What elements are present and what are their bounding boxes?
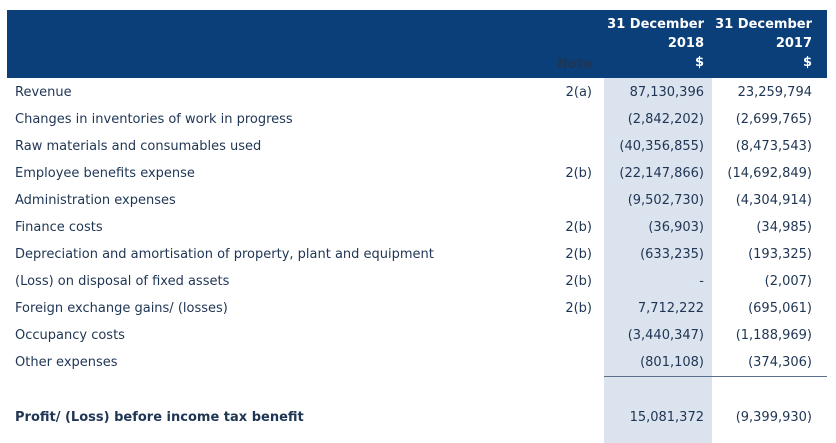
row-label: Depreciation and amortisation of propert… — [15, 247, 434, 262]
row-label: Other expenses — [15, 355, 118, 370]
table-row: Finance costs 2(b) (36,903) (34,985) — [0, 214, 836, 241]
table-row: Revenue 2(a) 87,130,396 23,259,794 — [0, 79, 836, 106]
table-row: Administration expenses (9,502,730) (4,3… — [0, 187, 836, 214]
row-value-2017: (4,304,914) — [735, 193, 812, 208]
row-value-2017: (2,007) — [764, 274, 812, 289]
col-2018-header: 31 December 2018 $ — [604, 15, 704, 72]
row-value-2017: (374,306) — [748, 355, 812, 370]
col-2018-year: 2018 — [667, 36, 704, 51]
row-label: Changes in inventories of work in progre… — [15, 112, 293, 127]
row-note: 2(b) — [565, 220, 592, 235]
row-value-2018: (9,502,730) — [627, 193, 704, 208]
row-label: Occupancy costs — [15, 328, 125, 343]
table-header-band — [7, 10, 827, 78]
row-note: 2(a) — [565, 85, 592, 100]
row-value-2017: (34,985) — [756, 220, 812, 235]
row-label: Administration expenses — [15, 193, 176, 208]
row-value-2017: (14,692,849) — [727, 166, 812, 181]
total-value-2017: (9,399,930) — [735, 410, 812, 425]
row-value-2017: (193,325) — [748, 247, 812, 262]
col-2018-unit: $ — [694, 55, 704, 70]
row-value-2017: (1,188,969) — [735, 328, 812, 343]
note-header: Note — [557, 57, 592, 72]
row-value-2018: (2,842,202) — [627, 112, 704, 127]
row-value-2018: (801,108) — [640, 355, 704, 370]
table-row: Raw materials and consumables used (40,3… — [0, 133, 836, 160]
row-value-2018: 87,130,396 — [629, 85, 704, 100]
row-value-2017: (695,061) — [748, 301, 812, 316]
row-note: 2(b) — [565, 166, 592, 181]
row-label: Foreign exchange gains/ (losses) — [15, 301, 228, 316]
row-label: Employee benefits expense — [15, 166, 195, 181]
table-row: Depreciation and amortisation of propert… — [0, 241, 836, 268]
col-2018-date: 31 December — [607, 17, 704, 32]
total-label: Profit/ (Loss) before income tax benefit — [15, 410, 304, 425]
total-row: Profit/ (Loss) before income tax benefit… — [0, 404, 836, 431]
row-label: Raw materials and consumables used — [15, 139, 262, 154]
row-note: 2(b) — [565, 274, 592, 289]
row-value-2018: (3,440,347) — [627, 328, 704, 343]
row-label: Finance costs — [15, 220, 103, 235]
table-row: Other expenses (801,108) (374,306) — [0, 349, 836, 376]
row-value-2018: (36,903) — [648, 220, 704, 235]
col-2017-header: 31 December 2017 $ — [715, 15, 812, 72]
total-value-2018: 15,081,372 — [629, 410, 704, 425]
row-value-2018: (633,235) — [640, 247, 704, 262]
row-value-2018: (22,147,866) — [619, 166, 704, 181]
row-value-2017: 23,259,794 — [737, 85, 812, 100]
row-note: 2(b) — [565, 247, 592, 262]
row-value-2018: (40,356,855) — [619, 139, 704, 154]
row-note: 2(b) — [565, 301, 592, 316]
table-row: (Loss) on disposal of fixed assets 2(b) … — [0, 268, 836, 295]
row-label: (Loss) on disposal of fixed assets — [15, 274, 230, 289]
current-year-highlight — [604, 78, 712, 443]
col-2017-year: 2017 — [775, 36, 812, 51]
table-row: Employee benefits expense 2(b) (22,147,8… — [0, 160, 836, 187]
table-row: Occupancy costs (3,440,347) (1,188,969) — [0, 322, 836, 349]
table-row: Foreign exchange gains/ (losses) 2(b) 7,… — [0, 295, 836, 322]
row-label: Revenue — [15, 85, 72, 100]
row-value-2017: (2,699,765) — [735, 112, 812, 127]
row-value-2018: - — [699, 274, 704, 289]
col-2017-unit: $ — [802, 55, 812, 70]
row-value-2017: (8,473,543) — [735, 139, 812, 154]
total-divider — [604, 376, 827, 377]
row-value-2018: 7,712,222 — [637, 301, 704, 316]
table-row: Changes in inventories of work in progre… — [0, 106, 836, 133]
col-2017-date: 31 December — [715, 17, 812, 32]
